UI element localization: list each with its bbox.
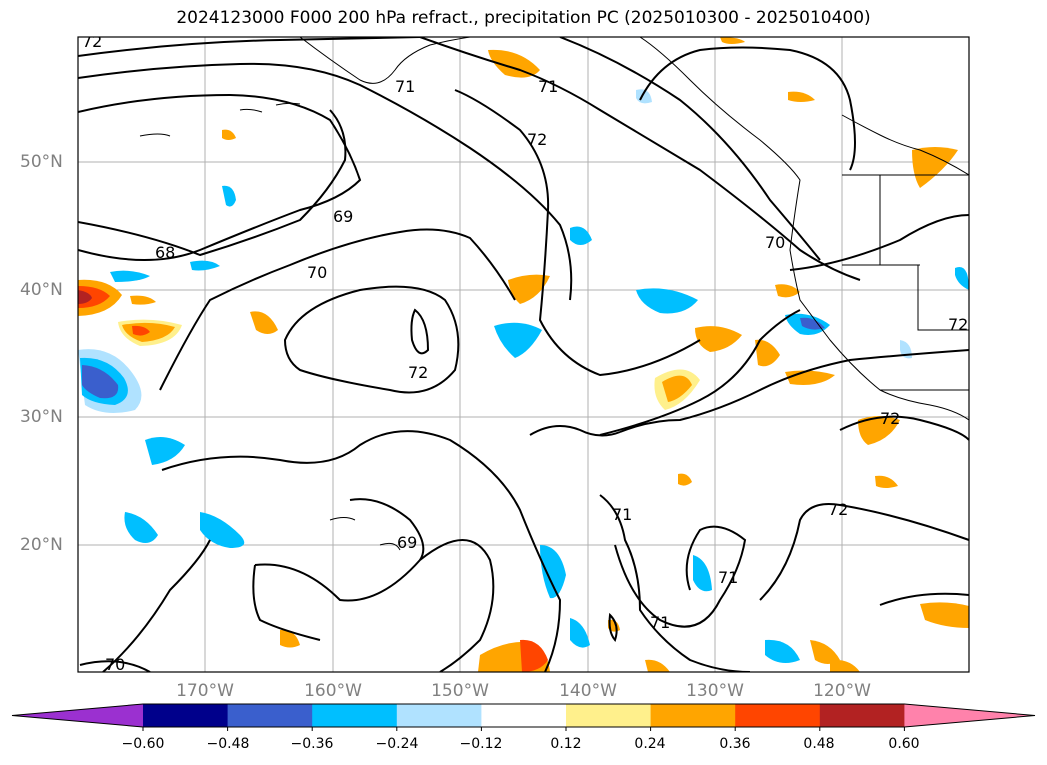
contour-label: 68 xyxy=(155,243,175,262)
contour-label: 71 xyxy=(612,505,632,524)
colorbar-segment xyxy=(735,704,821,727)
lat-label: 20°N xyxy=(20,535,63,555)
map-panel: 72 71 72 69 68 70 70 72 71 69 71 72 71 7… xyxy=(78,32,969,674)
contour-label: 71 xyxy=(718,568,738,587)
colorbar-segment xyxy=(819,704,905,727)
coastlines xyxy=(139,37,969,551)
colorbar-tick: 0.60 xyxy=(888,736,920,752)
colorbar-tick: 0.24 xyxy=(634,736,666,752)
map-title: 2024123000 F000 200 hPa refract., precip… xyxy=(176,8,871,28)
lon-label: 150°W xyxy=(431,681,489,701)
lon-label: 120°W xyxy=(813,681,871,701)
colorbar-segment xyxy=(566,704,652,727)
lon-label: 140°W xyxy=(559,681,617,701)
colorbar-tick: −0.48 xyxy=(206,736,250,752)
contour-label: 70 xyxy=(765,233,785,252)
map-frame xyxy=(77,36,970,673)
colorbar xyxy=(11,703,1036,731)
colorbar-tick: 0.36 xyxy=(719,736,751,752)
colorbar-segment xyxy=(227,704,313,727)
contour-label: 71 xyxy=(538,77,558,96)
contour-label: 70 xyxy=(307,263,327,282)
contour-label: 69 xyxy=(333,207,353,226)
contour-label: 72 xyxy=(408,363,428,382)
colorbar-tick: 0.48 xyxy=(803,736,835,752)
colorbar-extend-high xyxy=(904,704,1035,727)
lon-label: 160°W xyxy=(304,681,362,701)
contour-label: 72 xyxy=(527,130,547,149)
colorbar-extend-low xyxy=(12,704,143,727)
lat-label: 50°N xyxy=(20,152,63,172)
contour-label: 72 xyxy=(880,409,900,428)
lon-label: 130°W xyxy=(686,681,744,701)
colorbar-tick: 0.12 xyxy=(550,736,582,752)
colorbar-tick: −0.24 xyxy=(375,736,419,752)
contour-label: 69 xyxy=(397,533,417,552)
contour-label: 70 xyxy=(105,655,125,674)
colorbar-segment xyxy=(650,704,736,727)
colorbar-tick: −0.36 xyxy=(290,736,334,752)
contour-label: 71 xyxy=(395,77,415,96)
precip-shading xyxy=(78,37,969,672)
lat-label: 40°N xyxy=(20,280,63,300)
contour-label: 72 xyxy=(828,500,848,519)
refractivity-contours xyxy=(78,37,969,672)
lon-label: 170°W xyxy=(176,681,234,701)
colorbar-tick: −0.12 xyxy=(459,736,503,752)
colorbar-segment xyxy=(396,704,482,727)
contour-label: 72 xyxy=(82,32,102,51)
contour-labels: 72 71 72 69 68 70 70 72 71 69 71 72 71 7… xyxy=(82,32,968,674)
lat-label: 30°N xyxy=(20,407,63,427)
colorbar-segment xyxy=(143,704,229,727)
colorbar-segment xyxy=(481,704,567,727)
contour-label: 71 xyxy=(650,613,670,632)
contour-label: 72 xyxy=(948,315,968,334)
colorbar-tick: −0.60 xyxy=(121,736,165,752)
colorbar-segment xyxy=(312,704,398,727)
